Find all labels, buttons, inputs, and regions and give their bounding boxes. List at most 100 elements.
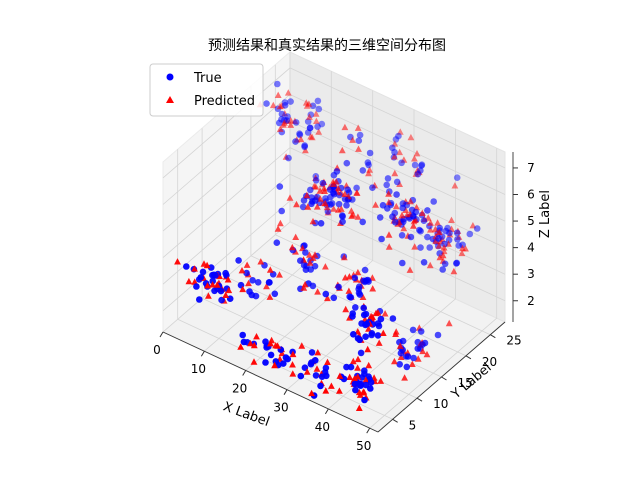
predicted-point [440, 244, 448, 251]
true-point [343, 202, 350, 209]
predicted-point [423, 350, 431, 358]
legend-box [149, 63, 264, 117]
predicted-point [375, 339, 383, 346]
true-point [392, 219, 399, 226]
y-tick-mark [490, 334, 496, 339]
predicted-point [322, 263, 329, 270]
true-point [217, 287, 225, 295]
predicted-point [391, 153, 398, 160]
predicted-point [191, 265, 198, 272]
true-point [207, 264, 215, 271]
predicted-point [445, 319, 453, 327]
true-point [445, 236, 453, 244]
predicted-point [298, 342, 306, 349]
true-point [349, 313, 356, 320]
predicted-point [398, 211, 406, 219]
true-point [343, 363, 350, 371]
predicted-point [426, 261, 434, 269]
predicted-point [353, 189, 361, 196]
predicted-point [408, 360, 416, 367]
legend-true-label: True [193, 71, 222, 86]
true-point [356, 131, 364, 139]
predicted-point [396, 342, 404, 349]
predicted-point [313, 365, 321, 372]
y-tick-label: 20 [482, 355, 497, 369]
true-point [296, 131, 304, 139]
x-tick-mark [242, 370, 247, 376]
predicted-point [401, 374, 408, 381]
true-point [353, 184, 360, 192]
true-point [285, 154, 292, 162]
z-grid-line [162, 67, 506, 179]
true-point [364, 276, 372, 284]
true-point [362, 333, 369, 341]
predicted-point [269, 101, 277, 109]
true-point [435, 235, 442, 242]
true-point [420, 217, 428, 224]
predicted-point [451, 182, 459, 189]
x-axis-line [162, 331, 379, 433]
predicted-point [436, 253, 444, 261]
true-point [368, 330, 376, 337]
true-point [339, 213, 346, 220]
predicted-point [309, 217, 317, 225]
true-point [240, 338, 248, 346]
predicted-point [345, 287, 353, 294]
predicted-point [323, 203, 331, 211]
true-point [307, 266, 315, 273]
predicted-point [448, 216, 455, 223]
true-point [367, 379, 375, 386]
predicted-point [321, 199, 329, 207]
true-point [397, 349, 405, 357]
predicted-point [289, 361, 296, 368]
true-point [350, 331, 357, 338]
true-point [446, 229, 453, 237]
predicted-point [324, 358, 331, 365]
x-tick-mark [366, 427, 371, 434]
predicted-point [271, 361, 278, 369]
true-point [301, 143, 308, 151]
predicted-point [365, 169, 372, 177]
true-point [376, 214, 384, 221]
predicted-point [312, 110, 320, 117]
true-point [420, 259, 428, 266]
true-point [335, 200, 343, 208]
predicted-point [278, 349, 286, 357]
predicted-point [414, 355, 422, 362]
predicted-point [392, 330, 399, 337]
true-point [330, 294, 338, 302]
predicted-point [322, 387, 330, 394]
true-point [361, 396, 368, 404]
predicted-point [316, 187, 324, 194]
predicted-point [431, 225, 439, 233]
true-point [455, 242, 463, 249]
predicted-point [274, 342, 281, 349]
predicted-point [302, 146, 309, 154]
true-point [351, 274, 359, 282]
predicted-point [303, 368, 311, 375]
z-tick-label: 7 [527, 161, 535, 175]
predicted-point [330, 180, 337, 187]
predicted-point [391, 357, 398, 365]
true-point [344, 186, 352, 193]
true-point [301, 364, 309, 372]
predicted-point [276, 271, 283, 278]
predicted-point [281, 119, 288, 126]
predicted-point [391, 169, 399, 177]
predicted-point [346, 273, 353, 280]
true-point [352, 386, 359, 394]
true-point [369, 184, 376, 191]
predicted-point [289, 370, 297, 377]
y-grid-line [250, 85, 467, 357]
predicted-point [432, 237, 440, 244]
predicted-point [338, 146, 346, 154]
true-point [365, 161, 372, 169]
predicted-point [435, 228, 443, 236]
true-point [318, 373, 326, 381]
data-points [174, 80, 481, 411]
true-point [453, 174, 461, 181]
predicted-point [239, 285, 247, 293]
true-point [365, 373, 372, 381]
true-point [315, 105, 323, 113]
predicted-point [381, 310, 389, 317]
